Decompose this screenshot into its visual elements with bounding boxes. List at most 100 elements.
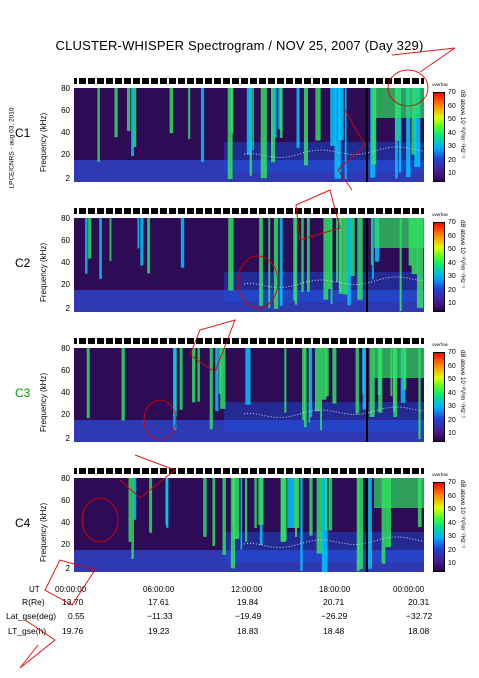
colorbar-tick: 50 [448,116,456,123]
emission-burst [369,348,375,417]
watermark-stroke [44,559,96,606]
strip-tick [95,338,97,344]
strip-tick [401,208,403,214]
strip-tick [212,78,214,84]
emission-burst [131,478,134,559]
x-tick-3: 18:00:00 [319,585,351,594]
watermark-stroke [189,319,236,373]
orbit-row-0-val-0: 13.70 [62,597,84,607]
emission-burst [418,348,421,440]
colorbar [433,352,445,442]
emission-burst [279,218,283,306]
strip-tick [320,468,322,474]
strip-tick [302,208,304,214]
orbit-row-1-val-3: −26.29 [321,611,348,621]
emission-burst [230,88,234,134]
mid-frequency-band [224,142,424,172]
emission-burst [280,478,286,542]
emission-burst [137,218,139,249]
low-frequency-band [74,550,424,572]
strip-tick [365,78,367,84]
watermark-stroke [119,454,176,499]
colorbar-tick: 10 [448,560,456,567]
watermark-stroke [143,399,177,441]
strip-tick [167,208,169,214]
strip-tick [257,208,259,214]
spectrogram-plot [74,478,424,572]
strip-tick [131,468,133,474]
orbit-row-2-val-3: 18.48 [323,626,345,636]
x-tick-0: 00:00:00 [55,585,87,594]
emission-burst [295,478,298,537]
strip-tick [311,78,313,84]
watermark-stroke [295,189,341,241]
strip-tick [95,468,97,474]
emission-burst [355,348,359,414]
emission-burst [293,218,297,301]
strip-tick [239,208,241,214]
plasma-frequency-trace [243,406,424,419]
emission-burst [271,88,276,163]
strip-tick [410,208,412,214]
plasma-frequency-trace [243,146,424,159]
strip-tick [302,468,304,474]
strip-tick [383,468,385,474]
colorbar-tick: 10 [448,300,456,307]
emission-burst [140,218,144,266]
strip-tick [302,78,304,84]
strip-tick [266,338,268,344]
y-tick-label: 80 [61,214,70,223]
strip-tick [212,468,214,474]
emission-burst [368,478,372,569]
y-tick-label: 2 [65,304,70,313]
spectrogram-svg [74,348,424,442]
emission-burst [133,478,137,520]
emission-burst [258,478,264,525]
strip-tick [122,208,124,214]
colorbar-tick: 40 [448,389,456,397]
emission-burst [197,348,200,402]
strip-tick [275,78,277,84]
status-strip [74,208,424,214]
strip-tick [392,78,394,84]
emission-burst [222,478,226,555]
spacecraft-label: C2 [15,256,31,270]
strip-tick [338,208,340,214]
strip-tick [248,208,250,214]
emission-burst [245,348,251,405]
y-tick-label: 2 [65,434,70,443]
strip-tick [311,468,313,474]
emission-burst [85,218,88,274]
strip-tick [329,78,331,84]
strip-tick [77,208,79,214]
watermark-stroke [19,619,56,669]
strip-tick [248,468,250,474]
spectrogram-plot [74,88,424,182]
strip-tick [194,468,196,474]
strip-tick [239,78,241,84]
colorbar-tick: 20 [448,546,456,554]
strip-tick [203,78,205,84]
strip-tick [122,338,124,344]
strip-tick [419,208,421,214]
emission-burst [227,88,233,180]
strip-tick [203,338,205,344]
emission-burst [209,348,213,430]
high-frequency-patch [374,348,424,378]
emission-burst [336,218,339,282]
emission-burst [127,88,131,131]
colorbar-tick: 10 [448,170,456,177]
colorbar-tick: 70 [448,219,456,226]
emission-burst [166,478,169,528]
spectrogram-plot [74,218,424,312]
emission-burst [232,478,240,539]
y-tick-label: 60 [61,106,70,115]
emission-burst [302,348,305,421]
orbit-row-label-2: LT_gse(h) [8,626,47,636]
emission-burst [287,478,293,528]
emission-burst [393,348,398,417]
emission-burst [309,478,313,536]
emission-burst [303,88,308,166]
orbit-row-0-val-4: 20.31 [408,597,430,607]
emission-burst [259,218,263,306]
